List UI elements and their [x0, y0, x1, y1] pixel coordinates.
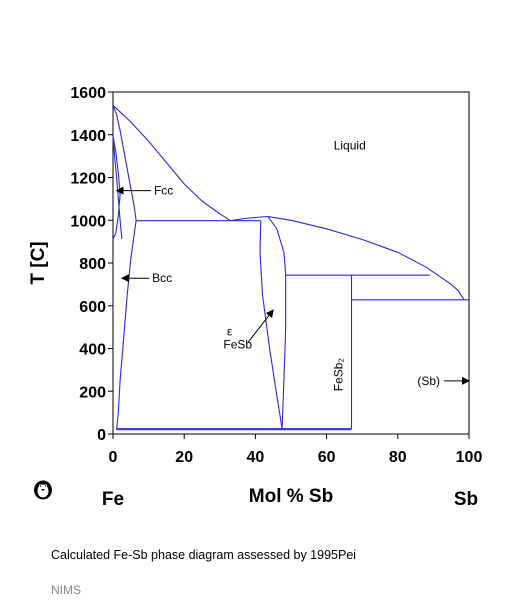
annotation-label: Liquid: [334, 139, 366, 153]
y-tick-label: 1000: [70, 213, 106, 230]
y-axis-title: T [C]: [28, 241, 49, 284]
right-endpoint-label: Sb: [454, 489, 478, 510]
phase-boundary-line: [267, 216, 465, 300]
y-tick-label: 0: [97, 427, 106, 444]
annotation-label: Fcc: [154, 184, 173, 198]
y-tick-label: 1600: [70, 85, 106, 102]
y-tick-label: 600: [79, 299, 106, 316]
phase-boundary-line: [230, 216, 268, 222]
x-tick-label: 20: [175, 449, 193, 466]
x-axis-title: Mol % Sb: [249, 486, 333, 507]
figure-caption: Calculated Fe-Sb phase diagram assessed …: [51, 548, 357, 562]
phase-boundary-line: [112, 104, 231, 222]
y-tick-label: 1200: [70, 171, 106, 188]
annotation-label: (Sb): [417, 374, 440, 388]
left-endpoint-label: Fe: [102, 489, 124, 510]
source-label: NIMS: [51, 583, 81, 597]
penguin-icon: [32, 478, 54, 500]
annotation-label: FeSb: [223, 338, 252, 352]
y-tick-label: 400: [79, 342, 106, 359]
x-tick-label: 80: [389, 449, 407, 466]
y-tick-label: 800: [79, 256, 106, 273]
axis-ticks: 0 20 40 60 80 1000200400600800100012001400160…: [70, 85, 482, 466]
x-tick-label: 100: [456, 449, 483, 466]
annotation-arrow: [247, 309, 274, 343]
x-tick-label: 0: [109, 449, 118, 466]
phase-boundary-line: [112, 135, 121, 240]
phase-boundary-line: [259, 220, 283, 429]
annotation-label: FeSb₂: [332, 358, 346, 392]
y-tick-label: 200: [79, 384, 106, 401]
phase-boundaries: [112, 104, 469, 431]
plot-frame: [112, 91, 470, 435]
x-tick-label: 60: [318, 449, 336, 466]
phase-boundary-line: [116, 220, 137, 430]
phase-boundary-line: [112, 105, 137, 221]
annotation-label: Bcc: [152, 271, 172, 285]
annotation-label: ε: [227, 325, 233, 339]
y-tick-label: 1400: [70, 128, 106, 145]
phase-boundary-line: [112, 138, 123, 240]
x-tick-label: 40: [247, 449, 265, 466]
